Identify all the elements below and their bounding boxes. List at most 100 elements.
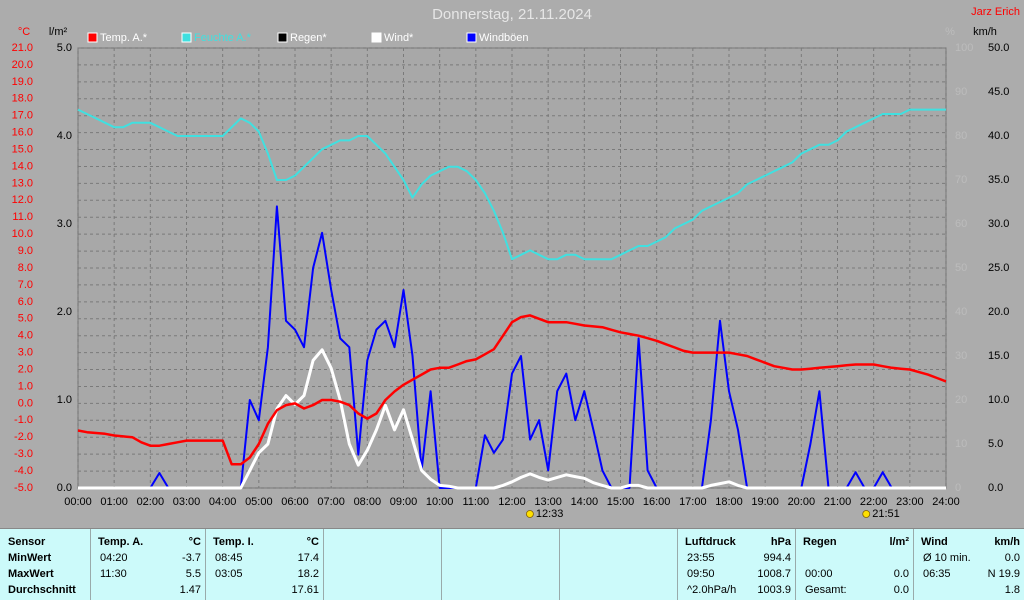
- table-cell: MaxWert: [0, 566, 90, 582]
- table-cell: Sensor: [0, 534, 90, 550]
- legend-swatch: [466, 32, 477, 43]
- y-tick-label: 50.0: [988, 42, 1009, 54]
- y-tick-label: 0.0: [57, 482, 72, 494]
- annotation: 12:33: [536, 508, 564, 520]
- cell-text: 1003.9: [757, 584, 791, 596]
- legend-swatch: [277, 32, 288, 43]
- y-tick-label: -4.0: [14, 465, 33, 477]
- cell-text: Ø 10 min.: [923, 552, 971, 564]
- chart-title: Donnerstag, 21.11.2024: [432, 6, 592, 23]
- table-cell: Temp. A. °C: [90, 534, 205, 550]
- cell-text: hPa: [770, 536, 791, 548]
- y-tick-label: 10: [955, 438, 967, 450]
- chart: Donnerstag, 21.11.2024 Jarz Erich °C -5.0…: [12, 6, 1020, 520]
- cell-text: 11:30: [100, 568, 127, 580]
- y-tick-label: 50: [955, 262, 967, 274]
- y-tick-label: 1.0: [57, 394, 72, 406]
- y-tick-label: 5.0: [57, 42, 72, 54]
- cell-text: 03:05: [215, 568, 243, 580]
- table-cell: [795, 550, 913, 566]
- y-tick-label: 15.0: [12, 143, 33, 155]
- table-cell: 23:55 994.4: [677, 550, 795, 566]
- table-cell: Luftdruck hPa: [677, 534, 795, 550]
- y-tick-label: 5.0: [988, 438, 1003, 450]
- cell-text: °C: [306, 536, 319, 548]
- axis-unit: l/m²: [49, 26, 68, 38]
- x-tick-label: 10:00: [426, 496, 454, 508]
- column-rule: [441, 529, 442, 600]
- annotation: 21:51: [872, 508, 900, 520]
- y-tick-label: -5.0: [14, 482, 33, 494]
- cell-text: 08:45: [215, 552, 243, 564]
- x-tick-label: 02:00: [137, 496, 165, 508]
- summary-table: Sensor Temp. A. °C Temp. I. °C Luftdruck hPa Re…: [0, 528, 1024, 600]
- series-line: [77, 314, 947, 466]
- y-tick-label: 15.0: [988, 350, 1009, 362]
- y-tick-label: -3.0: [14, 448, 33, 460]
- cell-text: Temp. I.: [213, 536, 254, 548]
- y-tick-label: 1.0: [18, 380, 33, 392]
- cell-text: Durchschnitt: [8, 584, 76, 596]
- y-tick-label: 0: [955, 482, 961, 494]
- y-tick-label: 10.0: [988, 394, 1009, 406]
- x-tick-label: 12:00: [498, 496, 526, 508]
- cell-text: 09:50: [687, 568, 715, 580]
- table-cell: Gesamt: 0.0: [795, 582, 913, 598]
- series-line: [78, 348, 946, 490]
- cell-text: km/h: [994, 536, 1020, 548]
- cell-text: 17.61: [291, 584, 319, 596]
- y-tick-label: 20.0: [12, 59, 33, 71]
- cell-text: l/m²: [889, 536, 909, 548]
- cell-text: 0.0: [1004, 552, 1020, 564]
- y-tick-label: 8.0: [18, 262, 33, 274]
- y-tick-label: 19.0: [12, 76, 33, 88]
- table-cell: ^2.0hPa/h 1003.9: [677, 582, 795, 598]
- x-tick-label: 18:00: [715, 496, 743, 508]
- legend-swatch: [87, 32, 98, 43]
- y-tick-label: 12.0: [12, 194, 33, 206]
- y-tick-label: 13.0: [12, 177, 33, 189]
- table-cell: 06:35 N 19.9: [913, 566, 1024, 582]
- table-cell: Wind km/h: [913, 534, 1024, 550]
- y-tick-label: 14.0: [12, 160, 33, 172]
- x-tick-label: 19:00: [751, 496, 779, 508]
- x-tick-label: 22:00: [860, 496, 888, 508]
- cell-text: Luftdruck: [685, 536, 736, 548]
- cell-text: MinWert: [8, 552, 52, 564]
- y-tick-label: 18.0: [12, 93, 33, 105]
- cell-text: Wind: [921, 536, 948, 548]
- y-tick-label: 0.0: [18, 397, 33, 409]
- legend-label: Temp. A.*: [100, 32, 148, 44]
- x-tick-label: 16:00: [643, 496, 671, 508]
- y-tick-label: 9.0: [18, 245, 33, 257]
- y-tick-label: 2.0: [18, 363, 33, 375]
- axis-unit: %: [945, 26, 955, 38]
- cell-text: 17.4: [297, 552, 319, 564]
- y-tick-label: 60: [955, 218, 967, 230]
- y-tick-label: 80: [955, 130, 967, 142]
- cell-text: 00:00: [805, 568, 833, 580]
- table-cell: Durchschnitt: [0, 582, 90, 598]
- cell-text: MaxWert: [8, 568, 54, 580]
- y-tick-label: 30.0: [988, 218, 1009, 230]
- cell-text: 5.5: [185, 568, 201, 580]
- y-tick-label: -2.0: [14, 431, 33, 443]
- y-tick-label: 3.0: [18, 347, 33, 359]
- y-tick-label: 21.0: [12, 42, 33, 54]
- legend-label: Windböen: [479, 32, 529, 44]
- x-tick-label: 21:00: [824, 496, 852, 508]
- cell-text: 1.8: [1004, 584, 1020, 596]
- y-tick-label: 2.0: [57, 306, 72, 318]
- cell-text: Gesamt:: [805, 584, 847, 596]
- cell-text: 994.4: [763, 552, 791, 564]
- table-cell: MinWert: [0, 550, 90, 566]
- y-tick-label: 5.0: [18, 313, 33, 325]
- y-tick-label: 70: [955, 174, 967, 186]
- column-rule: [913, 529, 914, 600]
- axis-unit: km/h: [973, 26, 997, 38]
- x-tick-label: 00:00: [64, 496, 92, 508]
- x-tick-label: 07:00: [317, 496, 345, 508]
- cell-text: 1008.7: [757, 568, 791, 580]
- legend-label: Feuchte A.*: [194, 32, 252, 44]
- y-tick-label: 7.0: [18, 279, 33, 291]
